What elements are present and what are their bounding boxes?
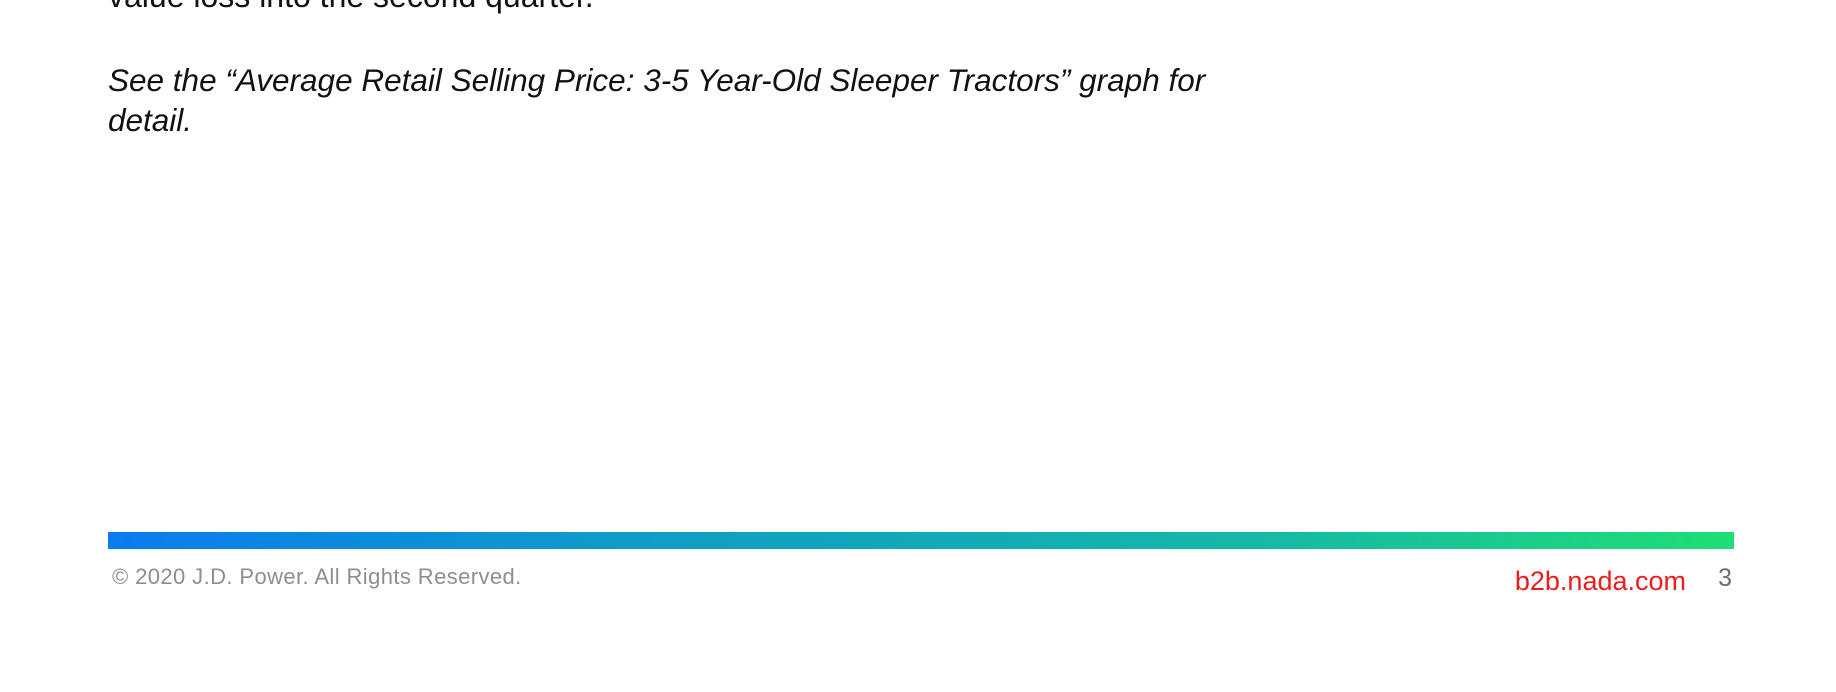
footer-gradient-bar xyxy=(108,532,1734,549)
previous-paragraph-fragment: value loss into the second quarter. xyxy=(108,0,594,14)
page-number: 3 xyxy=(1718,564,1732,592)
website-link[interactable]: b2b.nada.com xyxy=(1514,566,1686,596)
copyright-notice: © 2020 J.D. Power. All Rights Reserved. xyxy=(112,564,522,589)
graph-reference-note: See the “Average Retail Selling Price: 3… xyxy=(108,62,1206,138)
